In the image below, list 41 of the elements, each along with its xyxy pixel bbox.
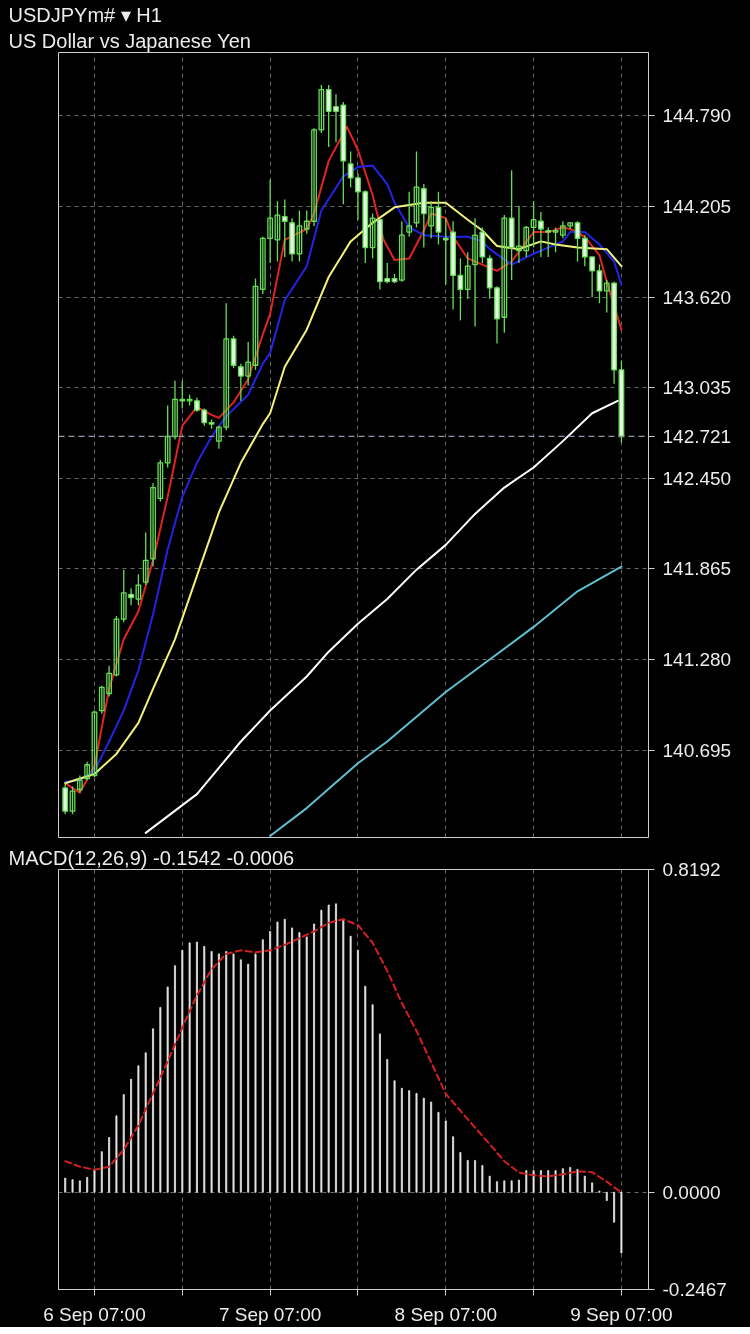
candlestick [281,198,288,258]
y-tick-label: 141.280 [662,648,732,670]
candlestick [274,200,281,263]
candlestick [69,785,76,815]
candlestick [406,191,413,238]
chart-subtitle: US Dollar vs Japanese Yen [8,29,251,52]
candlestick [398,220,405,283]
candlestick [113,615,120,678]
x-tick-label: 9 Sep 07:00 [570,1303,673,1325]
x-tick-label: 8 Sep 07:00 [394,1303,498,1325]
y-tick-label: 140.695 [662,739,732,761]
y-tick-label: 141.865 [662,558,732,580]
y-tick-label: 143.035 [662,377,732,399]
x-tick-label: 7 Sep 07:00 [218,1303,322,1325]
candlestick [413,150,420,229]
candlestick [559,220,566,239]
y-tick-label: 144.790 [662,105,732,127]
candlestick [215,425,222,450]
candlestick [581,234,588,267]
chart-title: MACD(12,26,9) -0.1542 -0.0006 [8,846,295,869]
ref-line-label: 142.721 [662,425,732,447]
candlestick [142,531,149,586]
candlestick [252,277,259,371]
x-tick-label: 6 Sep 07:00 [43,1303,146,1325]
candlestick [91,709,98,778]
y-tick-label: 143.620 [662,286,732,308]
y-tick-label: 0.8192 [662,859,721,880]
candlestick [552,226,559,253]
candlestick [62,782,69,815]
y-tick-label: -0.2467 [662,1279,727,1300]
candlestick [164,404,171,469]
y-tick-label: 0.0000 [662,1181,721,1203]
candlestick [545,226,552,258]
candlestick [223,302,230,431]
y-tick-label: 144.205 [662,196,732,218]
chart-title: USDJPYm# ▾ H1 [8,3,162,26]
candlestick [589,256,596,298]
candlestick [464,251,471,300]
line-series [64,918,623,1194]
y-tick-label: 142.450 [662,467,732,489]
candlestick [84,760,91,781]
